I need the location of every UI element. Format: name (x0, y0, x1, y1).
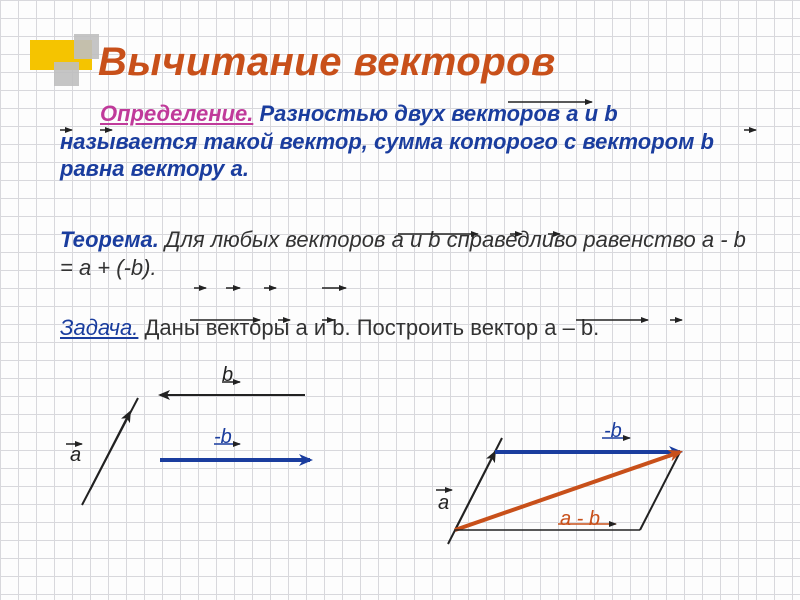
task-keyword: Задача. (60, 315, 138, 340)
theorem-keyword: Теорема. (60, 227, 159, 252)
label-minus-b-left: -b (214, 426, 232, 449)
definition-paragraph: Определение. Разностью двух векторов a и… (60, 100, 760, 183)
label-a-minus-b: a - b (560, 508, 600, 531)
theorem-body: Для любых векторов a и b справедливо рав… (60, 227, 746, 280)
theorem-paragraph: Теорема. Для любых векторов a и b справе… (60, 226, 760, 281)
task-paragraph: Задача. Даны векторы a и b. Построить ве… (60, 314, 760, 342)
grid-background (0, 0, 800, 600)
slide-title: Вычитание векторов (98, 40, 556, 85)
label-a-left: a (70, 444, 81, 467)
label-a-right: a (438, 492, 449, 515)
definition-keyword: Определение. (100, 101, 253, 126)
label-b-left: b (222, 364, 233, 387)
task-body: Даны векторы a и b. Построить вектор a –… (145, 315, 600, 340)
label-minus-b-right: -b (604, 420, 622, 443)
